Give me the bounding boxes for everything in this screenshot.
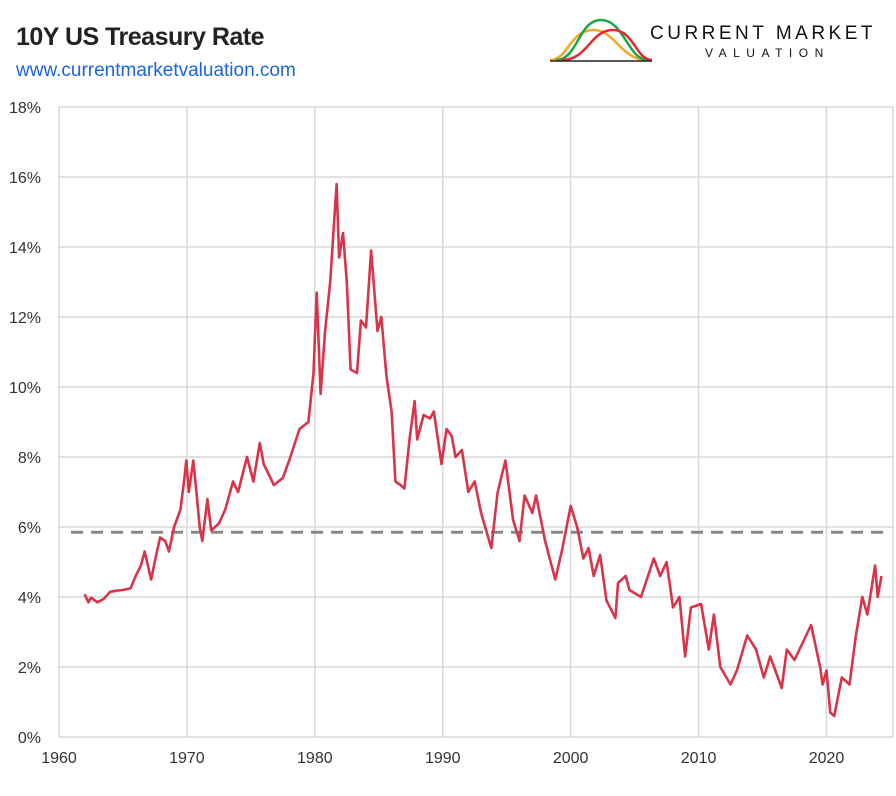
- y-tick-label: 18%: [9, 100, 41, 117]
- y-tick-label: 10%: [9, 380, 41, 397]
- y-tick-label: 8%: [18, 450, 41, 467]
- x-tick-label: 2020: [809, 750, 845, 767]
- y-tick-label: 14%: [9, 240, 41, 257]
- x-tick-label: 1980: [297, 750, 333, 767]
- y-tick-label: 16%: [9, 170, 41, 187]
- y-tick-label: 4%: [18, 590, 41, 607]
- x-tick-label: 1970: [169, 750, 205, 767]
- y-tick-label: 6%: [18, 520, 41, 537]
- x-tick-label: 2010: [681, 750, 717, 767]
- y-tick-label: 12%: [9, 310, 41, 327]
- logo-name: CURRENT MARKET: [650, 23, 876, 44]
- y-tick-label: 0%: [18, 730, 41, 747]
- rate-series-line: [83, 182, 883, 718]
- logo-sub: VALUATION: [705, 46, 830, 60]
- chart-title: 10Y US Treasury Rate: [16, 23, 265, 51]
- x-tick-label: 1990: [425, 750, 461, 767]
- logo-curves-icon: [549, 18, 652, 62]
- x-tick-label: 2000: [553, 750, 589, 767]
- x-tick-label: 1960: [41, 750, 77, 767]
- y-tick-label: 2%: [18, 660, 41, 677]
- site-link[interactable]: www.currentmarketvaluation.com: [16, 60, 296, 81]
